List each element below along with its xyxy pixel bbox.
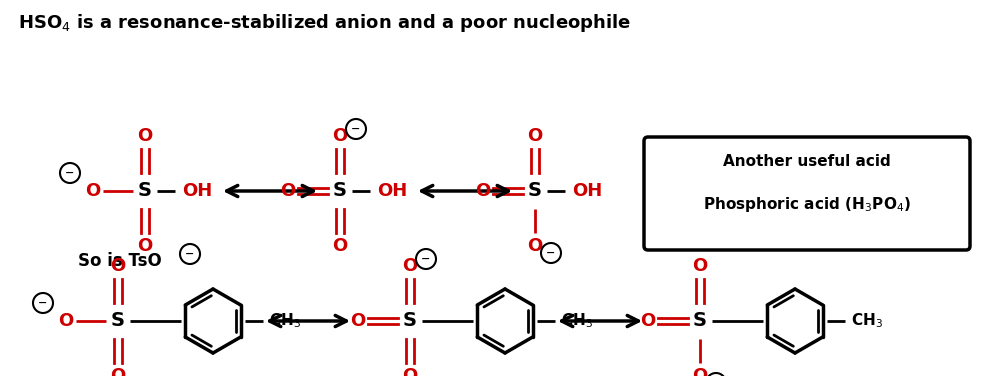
- Text: O: O: [527, 127, 543, 145]
- Text: CH$_3$: CH$_3$: [851, 312, 883, 331]
- Text: O: O: [332, 127, 348, 145]
- Text: CH$_3$: CH$_3$: [561, 312, 593, 331]
- Text: O: O: [351, 312, 365, 330]
- Text: O: O: [692, 257, 708, 275]
- Text: S: S: [403, 311, 417, 331]
- Text: O: O: [110, 367, 126, 376]
- FancyBboxPatch shape: [644, 137, 970, 250]
- Text: S: S: [528, 182, 542, 200]
- Text: O: O: [640, 312, 656, 330]
- Text: −: −: [66, 168, 75, 178]
- Text: Phosphoric acid (H$_3$PO$_4$): Phosphoric acid (H$_3$PO$_4$): [703, 194, 911, 214]
- Text: −: −: [421, 254, 431, 264]
- Text: OH: OH: [377, 182, 408, 200]
- Text: −: −: [352, 124, 360, 134]
- Text: OH: OH: [572, 182, 602, 200]
- Text: −: −: [186, 249, 194, 259]
- Text: O: O: [137, 237, 152, 255]
- Text: O: O: [332, 237, 348, 255]
- Text: OH: OH: [182, 182, 212, 200]
- Text: O: O: [692, 367, 708, 376]
- Text: S: S: [138, 182, 152, 200]
- Text: So is TsO: So is TsO: [78, 252, 162, 270]
- Text: S: S: [111, 311, 125, 331]
- Text: −: −: [38, 298, 48, 308]
- Text: O: O: [527, 237, 543, 255]
- Text: O: O: [281, 182, 296, 200]
- Text: −: −: [546, 248, 556, 258]
- Text: HSO$_4$ is a resonance-stabilized anion and a poor nucleophile: HSO$_4$ is a resonance-stabilized anion …: [18, 12, 631, 34]
- Text: S: S: [333, 182, 347, 200]
- Text: O: O: [475, 182, 491, 200]
- Text: O: O: [58, 312, 74, 330]
- Text: Another useful acid: Another useful acid: [723, 153, 891, 168]
- Text: S: S: [693, 311, 707, 331]
- Text: O: O: [403, 367, 417, 376]
- Text: O: O: [403, 257, 417, 275]
- Text: O: O: [137, 127, 152, 145]
- Text: CH$_3$: CH$_3$: [269, 312, 301, 331]
- Text: O: O: [110, 257, 126, 275]
- Text: O: O: [85, 182, 100, 200]
